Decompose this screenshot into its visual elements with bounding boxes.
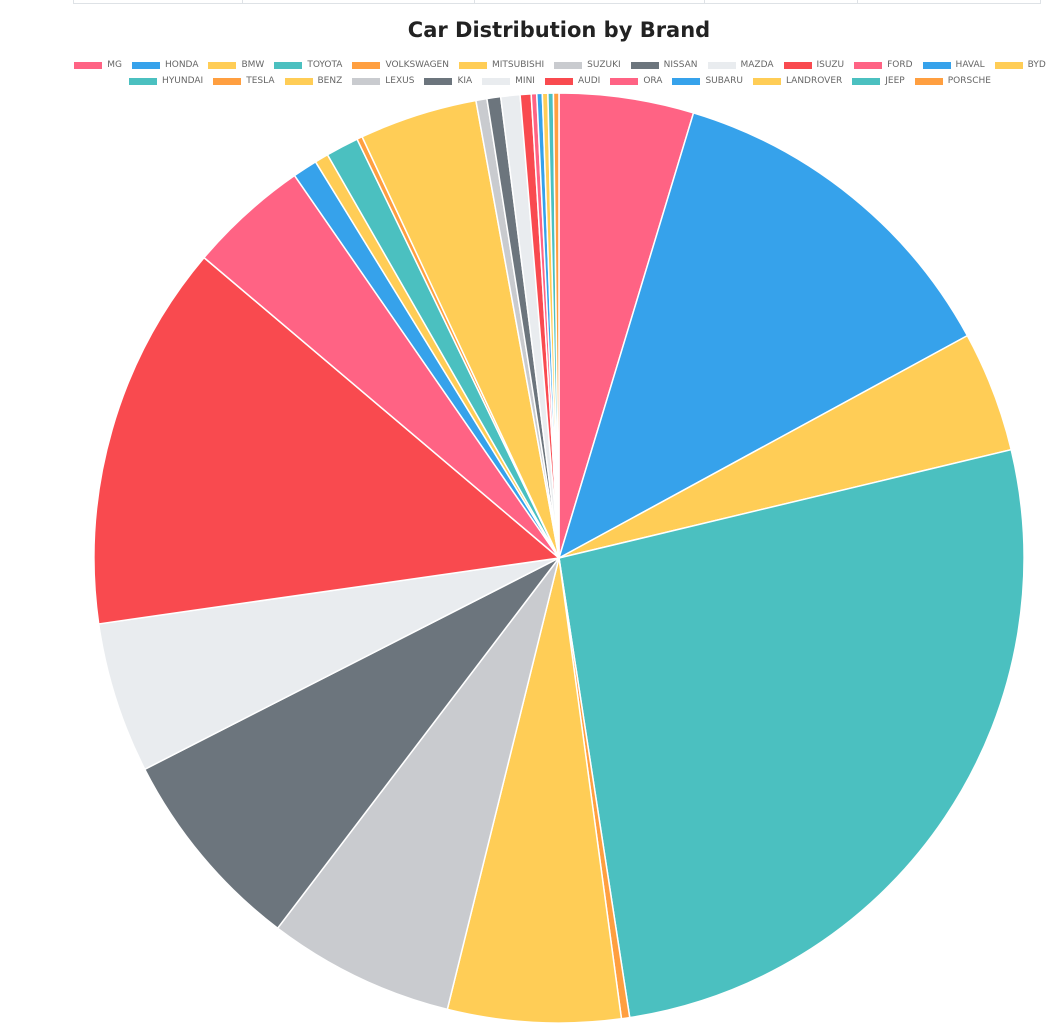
- legend-label: SUBARU: [705, 76, 743, 86]
- legend-item-lexus[interactable]: LEXUS: [352, 76, 414, 86]
- legend-swatch: [129, 77, 158, 85]
- legend-item-mg[interactable]: MG: [74, 60, 122, 70]
- legend-item-mazda[interactable]: MAZDA: [707, 60, 774, 70]
- table-top-edge: [73, 0, 1041, 4]
- pie-slice-isuzu[interactable]: [93, 256, 561, 625]
- legend-label: JEEP: [885, 76, 905, 86]
- legend-label: MITSUBISHI: [491, 60, 545, 70]
- legend-item-mini[interactable]: MINI: [482, 76, 535, 86]
- legend-label: TOYOTA: [307, 60, 343, 70]
- legend-swatch: [630, 61, 659, 69]
- legend-item-benz[interactable]: BENZ: [284, 76, 343, 86]
- legend-label: ORA: [643, 76, 663, 86]
- legend-item-byd[interactable]: BYD: [994, 60, 1046, 70]
- legend-item-kia[interactable]: KIA: [424, 76, 472, 86]
- legend-swatch: [707, 61, 736, 69]
- table-divider: [474, 0, 475, 4]
- legend-item-haval[interactable]: HAVAL: [922, 60, 985, 70]
- legend-swatch: [424, 77, 453, 85]
- legend-item-porsche[interactable]: PORSCHE: [914, 76, 991, 86]
- legend-label: LEXUS: [385, 76, 415, 86]
- legend-item-suzuki[interactable]: SUZUKI: [554, 60, 621, 70]
- legend-label: MINI: [515, 76, 535, 86]
- legend-label: HYUNDAI: [162, 76, 204, 86]
- legend-item-subaru[interactable]: SUBARU: [672, 76, 743, 86]
- legend-label: ISUZU: [816, 60, 845, 70]
- legend-swatch: [482, 77, 511, 85]
- legend-label: FORD: [887, 60, 913, 70]
- legend-item-tesla[interactable]: TESLA: [213, 76, 275, 86]
- legend-item-jeep[interactable]: JEEP: [852, 76, 905, 86]
- legend-swatch: [352, 77, 381, 85]
- legend-label: VOLKSWAGEN: [385, 60, 449, 70]
- chart-title: Car Distribution by Brand: [407, 18, 711, 42]
- legend-label: LANDROVER: [785, 76, 843, 86]
- table-divider: [857, 0, 858, 4]
- legend-swatch: [131, 61, 160, 69]
- legend-swatch: [458, 61, 487, 69]
- legend-label: BENZ: [317, 76, 343, 86]
- legend-row: MG HONDA BMW TOYOTA VOLKSWAGEN MITSUBISHI SUZU…: [60, 57, 1060, 73]
- legend-item-honda[interactable]: HONDA: [131, 60, 199, 70]
- legend-item-mitsubishi[interactable]: MITSUBISHI: [458, 60, 545, 70]
- legend-item-audi[interactable]: AUDI: [544, 76, 601, 86]
- legend-swatch: [284, 77, 313, 85]
- legend-item-toyota[interactable]: TOYOTA: [274, 60, 342, 70]
- legend-swatch: [914, 77, 943, 85]
- chart-legend: MG HONDA BMW TOYOTA VOLKSWAGEN MITSUBISHI SUZU…: [60, 57, 1060, 89]
- legend-label: BMW: [241, 60, 265, 70]
- legend-label: MAZDA: [740, 60, 774, 70]
- legend-swatch: [994, 61, 1023, 69]
- legend-item-nissan[interactable]: NISSAN: [630, 60, 698, 70]
- pie-slice-porsche[interactable]: [552, 92, 560, 559]
- pie-slice-mitsubishi[interactable]: [446, 557, 623, 1024]
- legend-swatch: [672, 77, 701, 85]
- legend-label: NISSAN: [663, 60, 698, 70]
- legend-swatch: [752, 77, 781, 85]
- legend-label: PORSCHE: [947, 76, 991, 86]
- table-divider: [242, 0, 243, 4]
- legend-swatch: [852, 77, 881, 85]
- legend-item-hyundai[interactable]: HYUNDAI: [129, 76, 203, 86]
- legend-swatch: [610, 77, 639, 85]
- legend-label: SUZUKI: [587, 60, 621, 70]
- legend-label: AUDI: [577, 76, 601, 86]
- legend-item-bmw[interactable]: BMW: [208, 60, 264, 70]
- legend-item-ora[interactable]: ORA: [610, 76, 662, 86]
- legend-row: HYUNDAI TESLA BENZ LEXUS KIA MINI AUDI ORA SUBAR…: [60, 73, 1060, 89]
- legend-swatch: [783, 61, 812, 69]
- legend-swatch: [922, 61, 951, 69]
- pie-slice-honda[interactable]: [557, 111, 969, 560]
- legend-swatch: [208, 61, 237, 69]
- legend-label: MG: [107, 60, 122, 70]
- legend-swatch: [274, 61, 303, 69]
- legend-swatch: [854, 61, 883, 69]
- legend-item-isuzu[interactable]: ISUZU: [783, 60, 845, 70]
- legend-swatch: [352, 61, 381, 69]
- legend-label: TESLA: [246, 76, 275, 86]
- legend-label: KIA: [457, 76, 473, 86]
- legend-swatch: [554, 61, 583, 69]
- pie-slice-nissan[interactable]: [143, 557, 560, 930]
- legend-item-ford[interactable]: FORD: [854, 60, 913, 70]
- legend-label: HONDA: [164, 60, 199, 70]
- legend-label: HAVAL: [955, 60, 985, 70]
- pie-slice-toyota[interactable]: [558, 448, 1025, 1019]
- legend-item-volkswagen[interactable]: VOLKSWAGEN: [352, 60, 449, 70]
- pie-slice-mazda[interactable]: [97, 557, 560, 771]
- legend-swatch: [213, 77, 242, 85]
- legend-item-landrover[interactable]: LANDROVER: [752, 76, 843, 86]
- legend-swatch: [544, 77, 573, 85]
- legend-swatch: [74, 61, 103, 69]
- table-divider: [704, 0, 705, 4]
- legend-label: BYD: [1027, 60, 1046, 70]
- pie-slice-suzuki[interactable]: [276, 557, 560, 1011]
